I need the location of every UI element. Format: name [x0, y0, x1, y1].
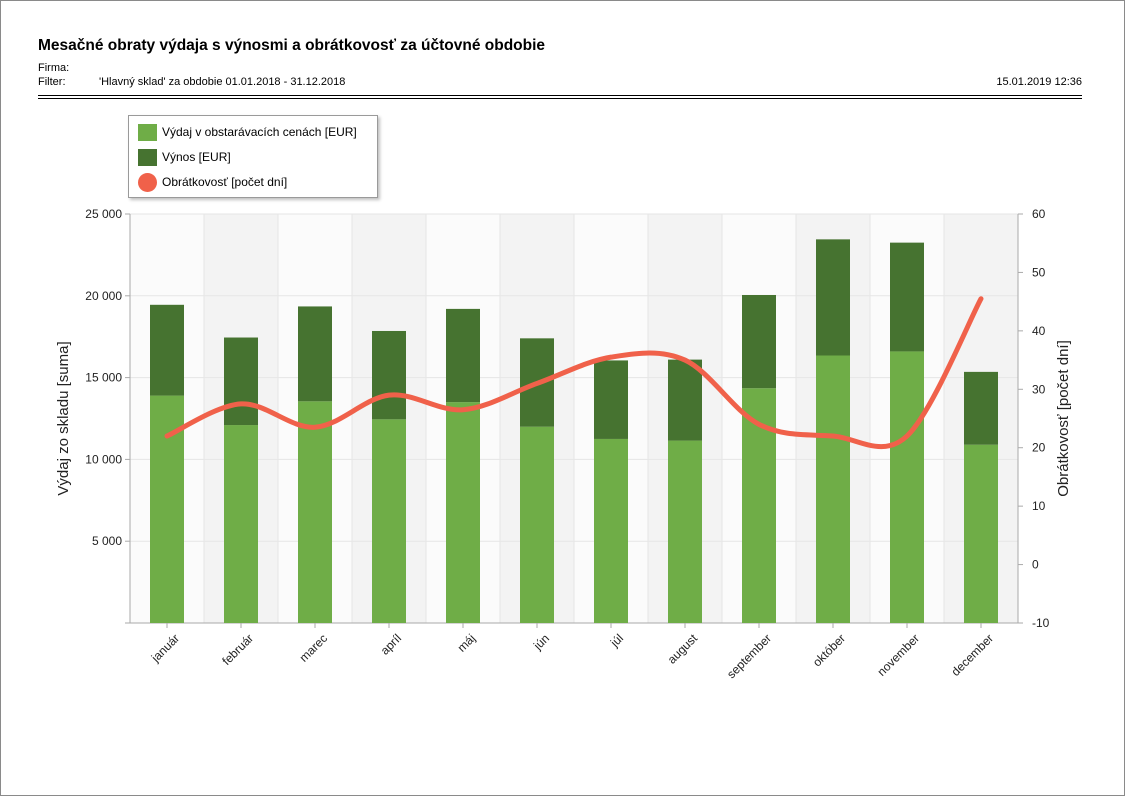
x-tick-label: máj [455, 631, 479, 655]
bar-vynos [224, 337, 258, 426]
filter-label: Filter: [38, 76, 66, 88]
bar-vynos [298, 306, 332, 402]
bar-vynos [446, 308, 480, 403]
bar-vynos [668, 359, 702, 441]
x-tick-label: apríl [378, 631, 404, 657]
chart-legend: Výdaj v obstarávacích cenách [EUR] Výnos… [128, 115, 378, 198]
legend-label-vydaj: Výdaj v obstarávacích cenách [EUR] [162, 125, 357, 139]
bar-vynos [150, 304, 184, 396]
y-tick-label: 10 000 [85, 452, 122, 466]
bar-vynos [372, 330, 406, 420]
y2-tick-label: 30 [1032, 382, 1046, 396]
bar-vydaj [372, 419, 406, 623]
y-tick-label: 20 000 [85, 289, 122, 303]
bar-vynos [890, 242, 924, 352]
legend-item-obratkovost: Obrátkovosť [počet dní] [138, 172, 287, 192]
bar-vydaj [964, 444, 998, 623]
bar-vydaj [446, 402, 480, 623]
report-title: Mesačné obraty výdaja s výnosmi a obrátk… [38, 37, 546, 54]
y-tick-label: 15 000 [85, 371, 122, 385]
bar-vydaj [520, 426, 554, 623]
x-tick-label: október [810, 631, 848, 669]
y-axis-title: Výdaj zo skladu [suma] [55, 341, 72, 495]
bar-vydaj [594, 438, 628, 623]
bar-vydaj [668, 440, 702, 623]
header-divider-top [38, 95, 1082, 96]
x-tick-label: jún [530, 631, 552, 653]
legend-label-vynos: Výnos [EUR] [162, 150, 231, 164]
bar-vydaj [224, 425, 258, 623]
y2-tick-label: 50 [1032, 265, 1046, 279]
y2-tick-label: 60 [1032, 207, 1046, 221]
x-tick-label: február [219, 631, 256, 668]
header-divider-bottom [38, 98, 1082, 99]
x-tick-label: august [665, 631, 701, 667]
y2-axis-title: Obrátkovosť [počet dní] [1055, 340, 1072, 497]
x-tick-label: január [148, 631, 182, 665]
legend-swatch-vydaj [138, 123, 157, 141]
y2-tick-label: -10 [1032, 616, 1050, 630]
legend-swatch-vynos [138, 148, 157, 166]
bar-vynos [594, 360, 628, 439]
y2-tick-label: 0 [1032, 558, 1039, 572]
x-tick-label: november [874, 631, 922, 679]
legend-item-vynos: Výnos [EUR] [138, 147, 231, 167]
x-tick-label: marec [297, 631, 330, 664]
firma-label: Firma: [38, 62, 70, 74]
bar-vydaj [298, 401, 332, 623]
legend-swatch-obratkovost [138, 172, 157, 192]
x-tick-label: september [724, 631, 774, 681]
y-tick-label: 5 000 [92, 534, 122, 548]
legend-label-obratkovost: Obrátkovosť [počet dní] [162, 175, 288, 189]
x-tick-label: júl [607, 631, 626, 650]
y2-tick-label: 20 [1032, 441, 1046, 455]
bar-vydaj [890, 351, 924, 623]
bar-vynos [816, 239, 850, 356]
x-tick-label: december [948, 631, 996, 679]
y-tick-label: 25 000 [85, 207, 122, 221]
bar-vynos [742, 294, 776, 389]
legend-item-vydaj: Výdaj v obstarávacích cenách [EUR] [138, 122, 357, 142]
bar-vydaj [816, 355, 850, 623]
y2-tick-label: 10 [1032, 499, 1046, 513]
y2-tick-label: 40 [1032, 324, 1046, 338]
bar-vynos [964, 371, 998, 445]
filter-value: 'Hlavný sklad' za obdobie 01.01.2018 - 3… [99, 76, 346, 88]
report-timestamp: 15.01.2019 12:36 [996, 76, 1082, 88]
line-obratkovost [164, 296, 984, 449]
